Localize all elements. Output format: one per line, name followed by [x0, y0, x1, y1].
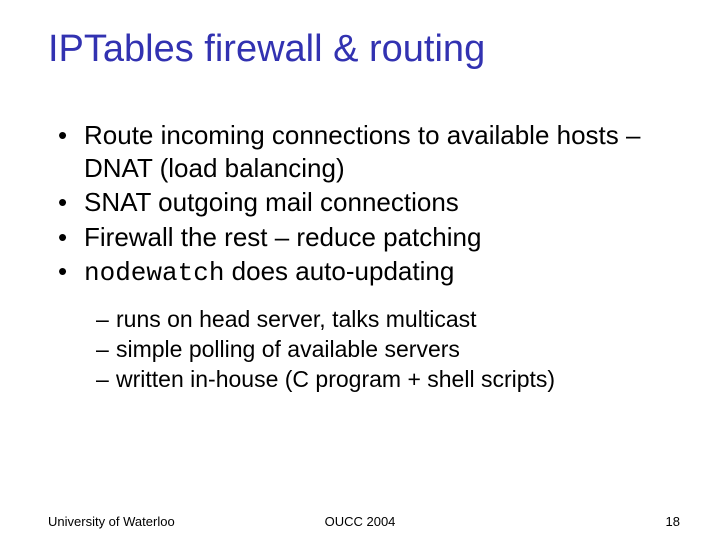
slide: IPTables firewall & routing Route incomi…: [0, 0, 720, 540]
bullet-text: SNAT outgoing mail connections: [84, 187, 459, 217]
footer-center: OUCC 2004: [0, 514, 720, 529]
bullet-item: nodewatch does auto-updating: [54, 255, 680, 290]
bullet-text: Firewall the rest – reduce patching: [84, 222, 481, 252]
slide-title: IPTables firewall & routing: [48, 28, 680, 71]
sub-bullet-list: runs on head server, talks multicast sim…: [96, 304, 680, 395]
sub-bullet-item: simple polling of available servers: [96, 334, 680, 364]
sub-bullet-text: simple polling of available servers: [116, 336, 460, 362]
sub-bullet-text: written in-house (C program + shell scri…: [116, 366, 555, 392]
sub-bullet-text: runs on head server, talks multicast: [116, 306, 477, 332]
bullet-mono: nodewatch: [84, 258, 224, 288]
sub-bullet-item: runs on head server, talks multicast: [96, 304, 680, 334]
bullet-item: Route incoming connections to available …: [54, 119, 680, 184]
bullet-text: does auto-updating: [224, 256, 454, 286]
footer-page-number: 18: [666, 514, 680, 529]
bullet-item: SNAT outgoing mail connections: [54, 186, 680, 219]
bullet-list: Route incoming connections to available …: [54, 119, 680, 290]
bullet-item: Firewall the rest – reduce patching: [54, 221, 680, 254]
sub-bullet-item: written in-house (C program + shell scri…: [96, 364, 680, 394]
bullet-text: Route incoming connections to available …: [84, 120, 640, 183]
